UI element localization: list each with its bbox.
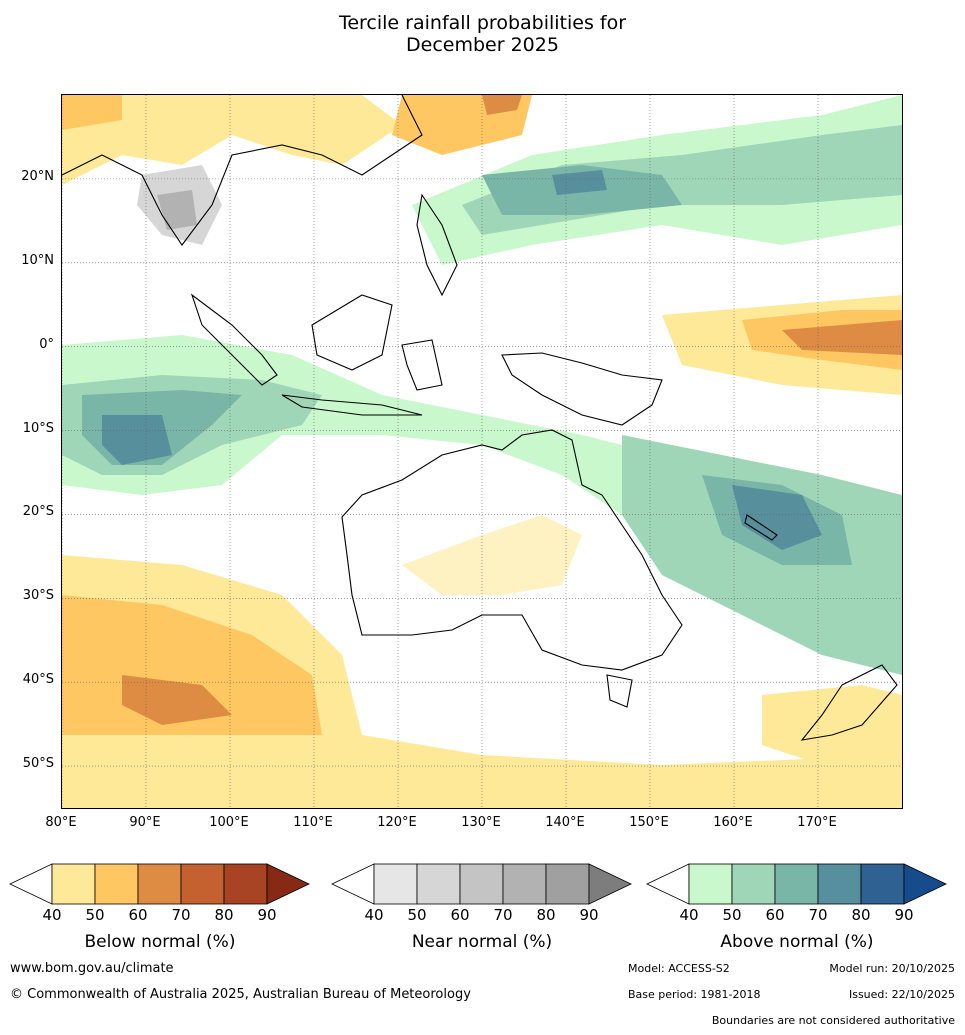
australia-coastline (341, 429, 683, 671)
map-svg (62, 95, 902, 808)
colorbar-segment (545, 863, 590, 905)
footer-base-period: Base period: 1981-2018 (628, 988, 761, 1001)
colorbar-segment (137, 863, 182, 905)
longitude-label: 130°E (461, 815, 501, 830)
chart-title: Tercile rainfall probabilities for Decem… (0, 12, 965, 56)
latitude-label: 0° (39, 336, 54, 352)
colorbar-tick-label: 70 (171, 906, 191, 924)
colorbar-extend-high (588, 863, 632, 905)
longitude-label: 120°E (377, 815, 417, 830)
near-field-bay-core (157, 190, 197, 230)
footer-model-run: Model run: 20/10/2025 (829, 962, 955, 975)
below-field-nw-corner (62, 95, 122, 130)
colorbar-tick-label: 60 (765, 906, 785, 924)
longitude-label: 100°E (209, 815, 249, 830)
colorbar-tick-label: 80 (536, 906, 556, 924)
borneo-coastline (311, 294, 393, 371)
coastlines (62, 95, 898, 741)
colorbar-tick-label: 60 (128, 906, 148, 924)
colorbar-segment (688, 863, 733, 905)
colorbar-tick-label: 70 (493, 906, 513, 924)
below-field-australia (402, 515, 582, 595)
footer-model: Model: ACCESS-S2 (628, 962, 730, 975)
colorbar-tick-label: 90 (894, 906, 914, 924)
colorbar-tick-label: 40 (679, 906, 699, 924)
longitude-label: 80°E (45, 815, 77, 830)
colorbar-segment (774, 863, 819, 905)
gridlines (62, 95, 902, 808)
colorbar-segment (860, 863, 905, 905)
colorbar-extend-high (266, 863, 310, 905)
below-field-south (62, 735, 902, 808)
colorbar-segment (502, 863, 547, 905)
below-field-south-west-3 (122, 675, 232, 725)
new-caledonia-coastline (744, 514, 778, 541)
colorbar-extend-low (331, 863, 375, 905)
above-field-coral-sea-3 (732, 485, 822, 550)
colorbar-segment (416, 863, 461, 905)
new-zealand-coastline (800, 664, 898, 741)
colorbar-tick-label: 40 (42, 906, 62, 924)
below-field-north-strong (482, 95, 522, 115)
longitude-label: 150°E (629, 815, 669, 830)
footer-issued: Issued: 22/10/2025 (848, 988, 955, 1001)
colorbar-extend-high (903, 863, 947, 905)
sumatra-coastline (190, 293, 278, 386)
latitude-label: 20°S (22, 504, 54, 520)
new-guinea-coastline (501, 352, 663, 426)
latitude-label: 30°S (22, 588, 54, 604)
latitude-label: 40°S (22, 672, 54, 688)
colorbar-segment (94, 863, 139, 905)
colorbar-segment (459, 863, 504, 905)
probability-map (61, 94, 903, 809)
colorbar-segment (731, 863, 776, 905)
longitude-label: 170°E (797, 815, 837, 830)
longitude-label: 160°E (713, 815, 753, 830)
longitude-label: 110°E (293, 815, 333, 830)
colorbar-segment (373, 863, 418, 905)
below-field-east-equator-3 (782, 320, 902, 355)
longitude-label: 140°E (545, 815, 585, 830)
colorbar-segment (817, 863, 862, 905)
footer-copyright: © Commonwealth of Australia 2025, Austra… (10, 987, 471, 1002)
colorbar-tick-label: 50 (722, 906, 742, 924)
colorbar-extend-low (9, 863, 53, 905)
philippines-coastline (416, 193, 458, 297)
latitude-label: 10°N (21, 252, 54, 268)
colorbar-tick-label: 90 (257, 906, 277, 924)
colorbar-segment (180, 863, 225, 905)
java-coastline (281, 394, 423, 416)
colorbar-tick-label: 40 (364, 906, 384, 924)
colorbar-tick-label: 80 (214, 906, 234, 924)
colorbar-tick-label: 60 (450, 906, 470, 924)
colorbar-tick-label: 50 (407, 906, 427, 924)
colorbar-segment (223, 863, 268, 905)
colorbar-tick-label: 90 (579, 906, 599, 924)
above-normal-label: Above normal (%) (720, 932, 874, 952)
below-field-north-west (62, 95, 402, 185)
footer-disclaimer: Boundaries are not considered authoritat… (711, 1014, 955, 1027)
latitude-label: 20°N (21, 168, 54, 184)
colorbars (9, 863, 947, 905)
tasmania-coastline (606, 674, 633, 708)
probability-fields (62, 95, 902, 808)
near-normal-label: Near normal (%) (411, 932, 553, 952)
colorbar-tick-label: 50 (85, 906, 105, 924)
colorbar-segment (51, 863, 96, 905)
title-line-2: December 2025 (406, 34, 559, 56)
colorbar-tick-label: 80 (851, 906, 871, 924)
above-field-indian-4 (102, 415, 172, 465)
longitude-label: 90°E (129, 815, 161, 830)
asia-coastline (62, 95, 423, 246)
title-line-1: Tercile rainfall probabilities for (338, 12, 627, 34)
colorbar-tick-label: 70 (808, 906, 828, 924)
below-normal-label: Below normal (%) (84, 932, 236, 952)
footer-url: www.bom.gov.au/climate (10, 961, 174, 976)
below-field-tasman (762, 685, 902, 765)
sulawesi-coastline (401, 339, 443, 391)
latitude-label: 50°S (22, 756, 54, 772)
latitude-label: 10°S (22, 420, 54, 436)
colorbar-extend-low (646, 863, 690, 905)
